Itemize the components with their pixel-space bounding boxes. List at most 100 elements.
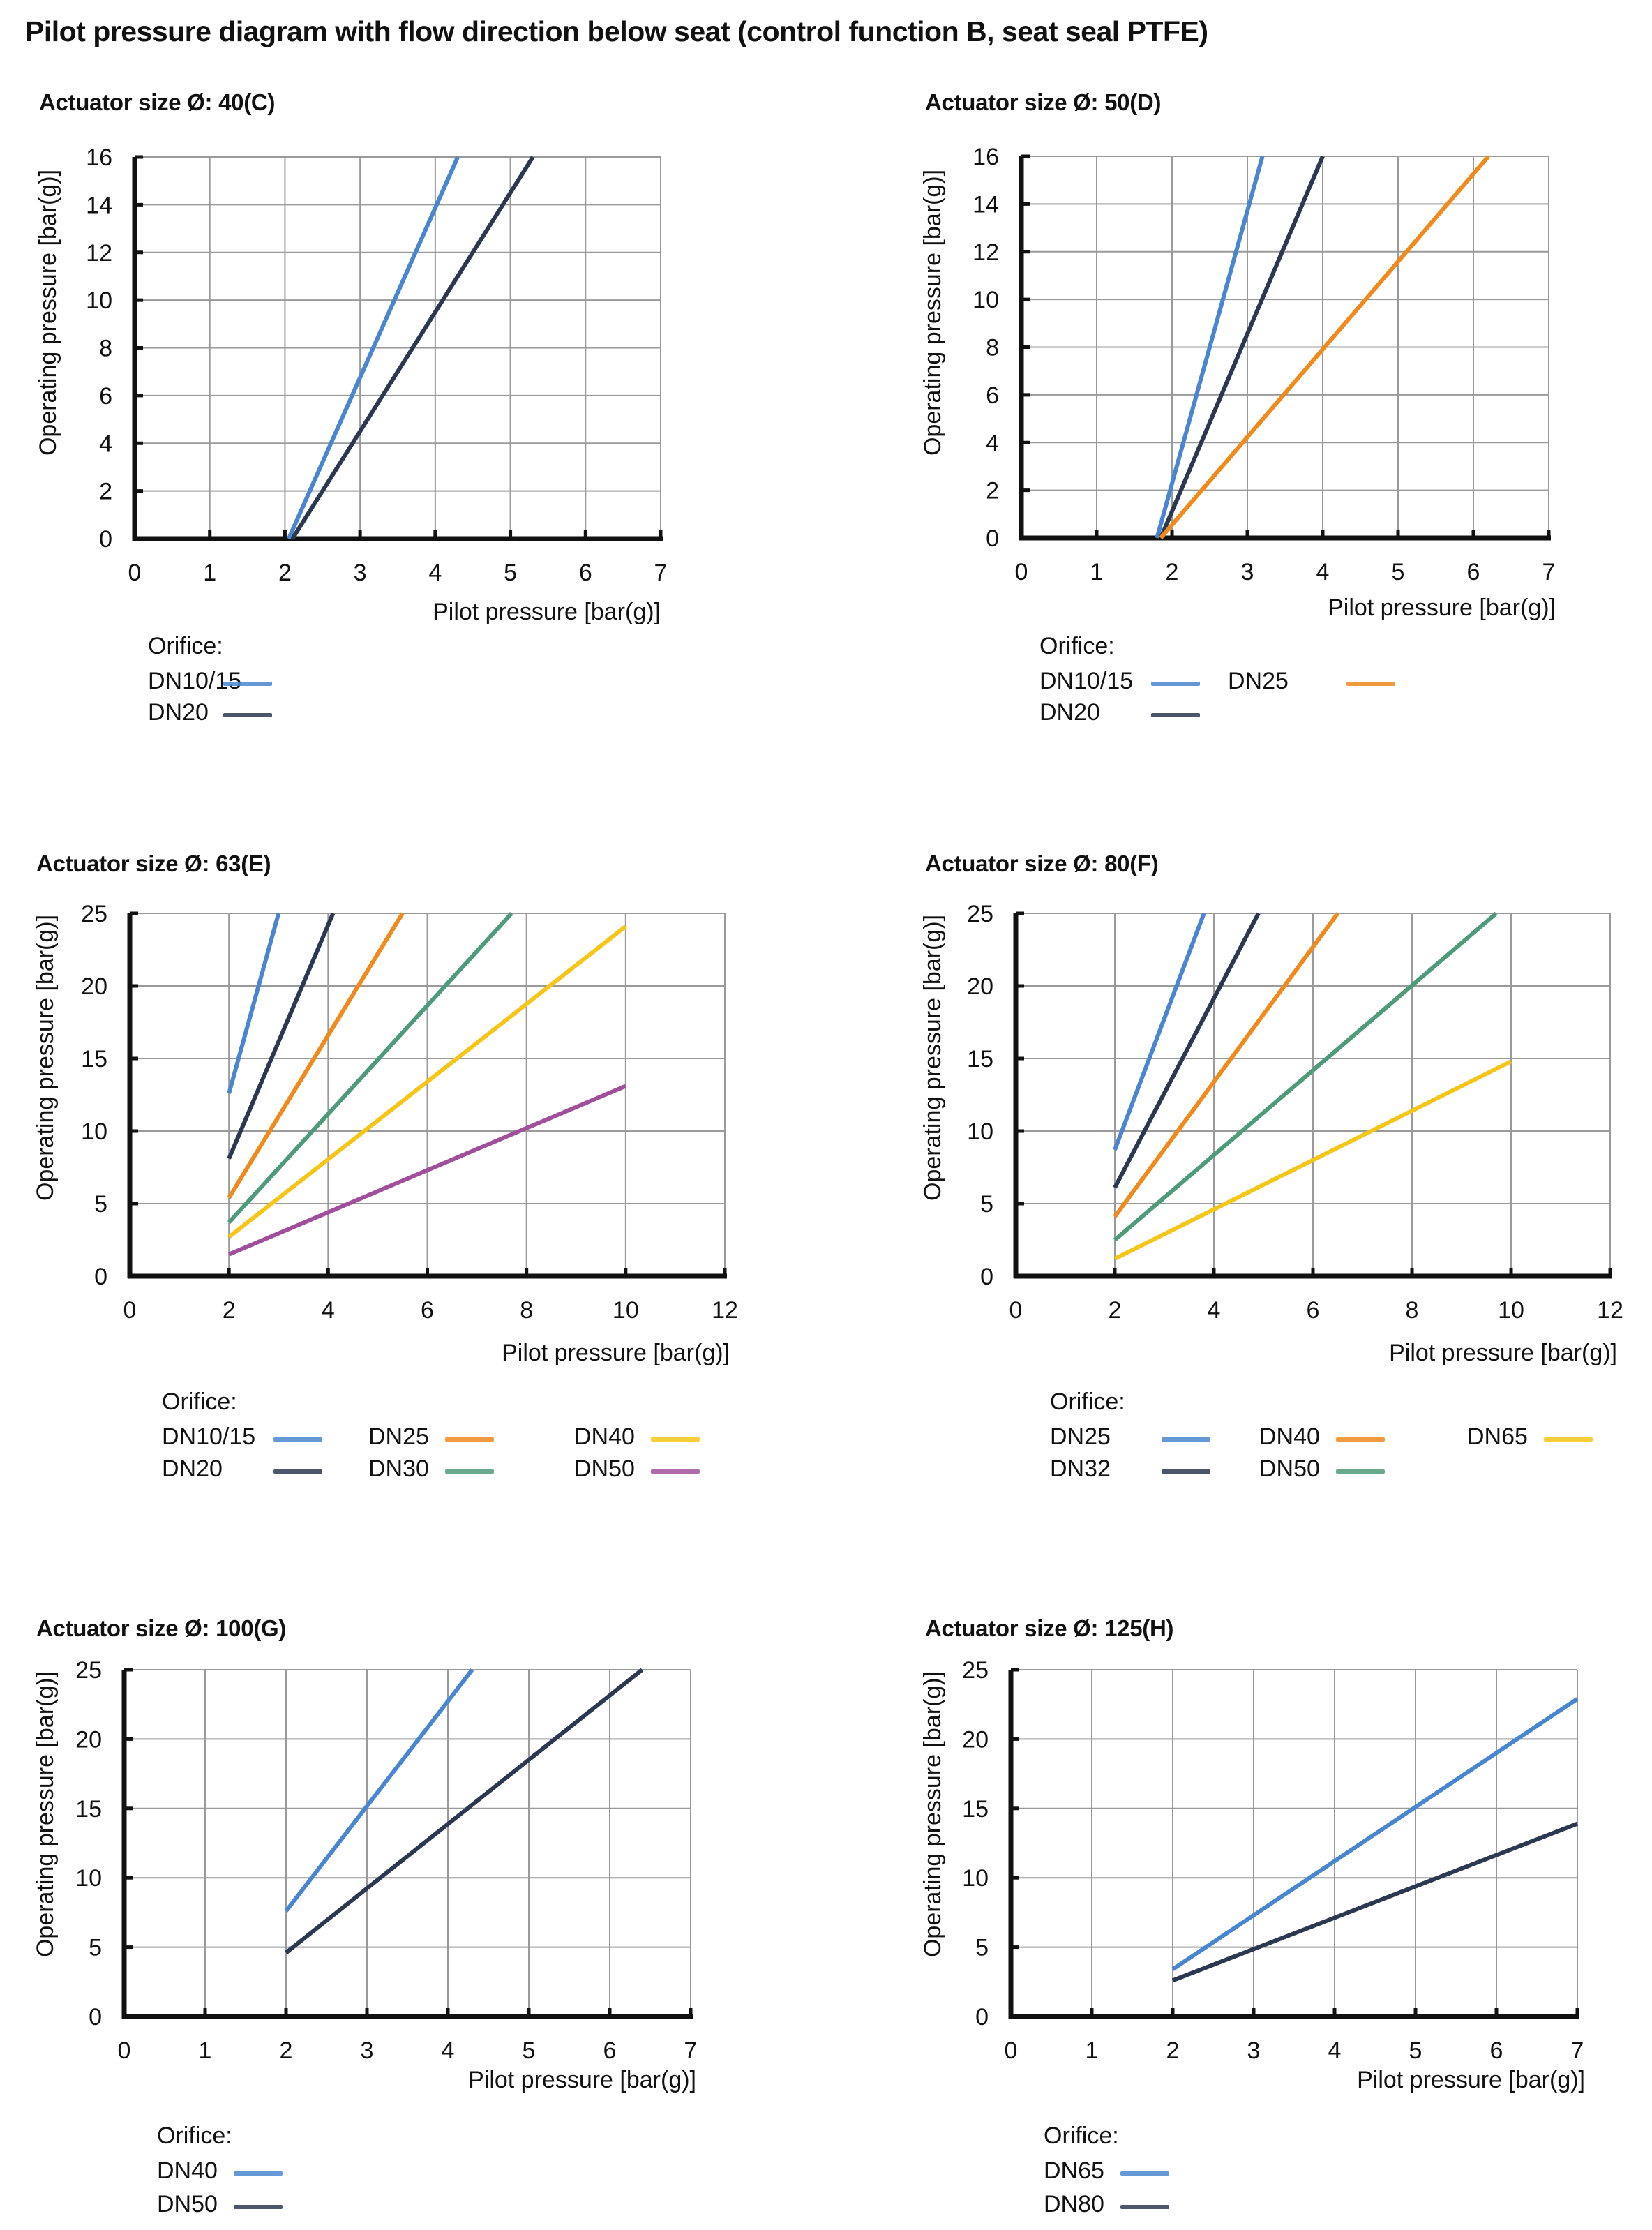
y-tick-label: 16 bbox=[86, 144, 112, 171]
x-tick-label: 2 bbox=[1109, 1297, 1122, 1324]
x-tick-label: 6 bbox=[1467, 559, 1480, 585]
legend-label: DN20 bbox=[148, 699, 209, 726]
x-tick-label: 0 bbox=[1005, 2037, 1018, 2064]
y-tick-label: 8 bbox=[99, 336, 112, 362]
y-tick-label: 4 bbox=[99, 431, 112, 457]
legend-label: DN80 bbox=[1044, 2191, 1104, 2217]
y-tick-label: 10 bbox=[962, 1865, 989, 1892]
legend-title: Orifice: bbox=[1044, 2123, 1119, 2149]
x-axis-label: Pilot pressure [bar(g)] bbox=[468, 2067, 696, 2093]
legend-item: DN30 bbox=[368, 1456, 494, 1483]
x-tick-label: 6 bbox=[1307, 1297, 1320, 1324]
y-tick-label: 10 bbox=[86, 287, 112, 314]
x-tick-label: 4 bbox=[322, 1297, 335, 1324]
x-tick-label: 10 bbox=[1498, 1297, 1524, 1324]
legend-swatch bbox=[1120, 2205, 1169, 2209]
y-tick-label: 25 bbox=[967, 901, 993, 927]
y-tick-label: 20 bbox=[81, 973, 107, 1000]
legend-item: DN20 bbox=[1039, 699, 1200, 726]
y-tick-label: 15 bbox=[962, 1796, 989, 1823]
y-tick-label: 5 bbox=[980, 1191, 993, 1218]
y-tick-label: 6 bbox=[99, 383, 112, 410]
x-tick-label: 5 bbox=[1409, 2037, 1422, 2064]
gridlines bbox=[1010, 1669, 1578, 2017]
x-tick-label: 4 bbox=[1328, 2037, 1342, 2064]
y-tick-label: 12 bbox=[973, 239, 999, 266]
y-tick-label: 10 bbox=[967, 1118, 993, 1145]
series-line-dn10-15 bbox=[287, 156, 460, 540]
legend-label: DN40 bbox=[1259, 1423, 1320, 1450]
y-tick-label: 5 bbox=[89, 1935, 102, 1961]
legend-item: DN80 bbox=[1044, 2191, 1169, 2218]
x-tick-label: 1 bbox=[1086, 2037, 1099, 2064]
chart-title: Actuator size Ø: 40(C) bbox=[39, 89, 276, 115]
legend-item: DN50 bbox=[157, 2191, 283, 2218]
legend-title: Orifice: bbox=[162, 1389, 237, 1415]
legend-title: Orifice: bbox=[1039, 633, 1115, 659]
x-tick-label: 5 bbox=[523, 2037, 536, 2064]
y-tick-label: 0 bbox=[975, 2004, 989, 2030]
chart-title: Actuator size Ø: 80(F) bbox=[925, 851, 1159, 876]
x-tick-label: 10 bbox=[613, 1297, 639, 1324]
legend-item: DN50 bbox=[574, 1456, 700, 1483]
legend-label: DN40 bbox=[157, 2157, 218, 2184]
y-tick-label: 0 bbox=[99, 526, 112, 553]
series-line-dn65 bbox=[1171, 1697, 1579, 1971]
y-tick-label: 10 bbox=[75, 1865, 102, 1892]
legend-label: DN10/15 bbox=[1039, 668, 1134, 694]
series-line-dn40 bbox=[284, 1668, 474, 1913]
gridlines bbox=[1021, 156, 1549, 539]
x-tick-label: 2 bbox=[280, 2037, 293, 2064]
legend-swatch bbox=[1336, 1469, 1385, 1474]
x-tick-label: 2 bbox=[278, 560, 292, 586]
series-line-dn80 bbox=[1171, 1821, 1579, 1983]
x-tick-label: 7 bbox=[1571, 2037, 1584, 2064]
y-tick-label: 5 bbox=[975, 1935, 989, 1961]
legend-label: DN25 bbox=[1228, 668, 1289, 694]
legend-swatch bbox=[651, 1437, 700, 1442]
y-tick-label: 12 bbox=[86, 240, 112, 267]
legend-swatch bbox=[223, 682, 272, 686]
y-tick-label: 15 bbox=[75, 1796, 102, 1823]
y-axis-label: Operating pressure [bar(g)] bbox=[919, 915, 946, 1201]
y-axis-label: Operating pressure [bar(g)] bbox=[919, 1671, 946, 1957]
legend-swatch bbox=[273, 1437, 322, 1442]
series-line-dn25 bbox=[227, 912, 405, 1199]
y-axis-label: Operating pressure [bar(g)] bbox=[919, 170, 946, 456]
x-tick-label: 2 bbox=[1166, 2037, 1180, 2064]
x-tick-label: 6 bbox=[603, 2037, 617, 2064]
legend-item: DN25 bbox=[1050, 1423, 1210, 1451]
y-tick-label: 0 bbox=[980, 1264, 993, 1290]
y-tick-label: 2 bbox=[986, 478, 999, 504]
x-axis-label: Pilot pressure [bar(g)] bbox=[1389, 1340, 1617, 1366]
x-tick-label: 1 bbox=[1090, 559, 1104, 585]
x-tick-label: 0 bbox=[118, 2037, 131, 2064]
legend-label: DN50 bbox=[1259, 1456, 1320, 1482]
legend-label: DN30 bbox=[368, 1456, 429, 1482]
y-tick-label: 2 bbox=[99, 479, 112, 505]
legend-title: Orifice: bbox=[148, 633, 223, 659]
y-tick-label: 25 bbox=[75, 1657, 102, 1684]
x-tick-label: 5 bbox=[504, 560, 517, 586]
x-tick-label: 6 bbox=[1490, 2037, 1503, 2064]
x-tick-label: 7 bbox=[684, 2037, 698, 2064]
series-line-dn50 bbox=[1113, 911, 1498, 1242]
legend-label: DN20 bbox=[162, 1456, 223, 1482]
series-line-dn30 bbox=[227, 911, 513, 1225]
legend-label: DN25 bbox=[368, 1423, 429, 1450]
series-line-dn50 bbox=[285, 1668, 644, 1954]
x-tick-label: 2 bbox=[223, 1297, 236, 1324]
legend-label: DN50 bbox=[157, 2191, 218, 2217]
x-axis-label: Pilot pressure [bar(g)] bbox=[502, 1340, 730, 1366]
x-tick-label: 3 bbox=[1241, 559, 1254, 585]
legend-title: Orifice: bbox=[1050, 1389, 1125, 1415]
gridlines bbox=[123, 1669, 691, 2017]
legend-item: DN25 bbox=[368, 1423, 494, 1451]
legend-label: DN10/15 bbox=[148, 668, 242, 694]
y-tick-label: 4 bbox=[986, 430, 999, 456]
x-tick-label: 4 bbox=[428, 560, 442, 586]
legend-label: DN40 bbox=[574, 1423, 635, 1450]
